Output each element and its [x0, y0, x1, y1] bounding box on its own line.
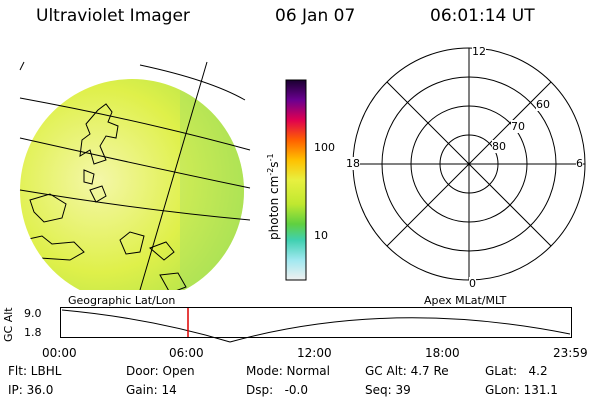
altitude-curve	[61, 309, 571, 343]
timeline-x-tick: 18:00	[425, 346, 460, 360]
uv-image-panel	[19, 61, 251, 290]
timeline-y-tick: 1.8	[24, 326, 42, 339]
polar-label-0: 0	[469, 277, 476, 290]
timeline-y-label: GC Alt	[2, 307, 15, 342]
timeline-y-tick: 9.0	[24, 307, 42, 320]
polar-lat-label: 70	[511, 120, 525, 133]
colorbar-label: photon cm-2s-1	[266, 153, 281, 240]
status-ip: IP: 36.0	[8, 383, 54, 397]
polar-lat-label: 60	[536, 98, 550, 111]
orbit-altitude-plot	[60, 307, 572, 343]
timeline-left-title: Geographic Lat/Lon	[68, 294, 176, 307]
timeline-right-title: Apex MLat/MLT	[424, 294, 507, 307]
colorbar	[285, 79, 307, 281]
colorbar-scale	[285, 79, 307, 281]
status-dsp: Dsp: -0.0	[246, 383, 309, 397]
status-filter: Flt: LBHL	[8, 364, 62, 378]
polar-lat-label: 80	[492, 140, 506, 153]
polar-label-18: 18	[346, 157, 360, 170]
polar-label-12: 12	[472, 45, 486, 58]
colorbar-tick-label: 100	[314, 141, 335, 154]
status-door: Door: Open	[126, 364, 195, 378]
polar-diagonal	[386, 81, 552, 247]
timeline-x-tick: 12:00	[297, 346, 332, 360]
lat-line	[19, 137, 251, 189]
lon-line	[139, 61, 208, 290]
timeline-x-tick: 00:00	[42, 346, 77, 360]
status-gc-alt: GC Alt: 4.7 Re	[365, 364, 449, 378]
polar-plot	[352, 47, 586, 281]
polar-label-6: 6	[576, 157, 583, 170]
colorbar-tick-label: 10	[314, 229, 328, 242]
timeline-x-tick: 06:00	[169, 346, 204, 360]
status-seq: Seq: 39	[365, 383, 411, 397]
status-glon: GLon: 131.1	[485, 383, 558, 397]
status-glat: GLat: 4.2	[485, 364, 548, 378]
header-date: 06 Jan 07	[275, 6, 356, 26]
status-gain: Gain: 14	[126, 383, 177, 397]
status-mode: Mode: Normal	[246, 364, 330, 378]
lat-line	[19, 189, 251, 221]
timeline-x-tick: 23:59	[553, 346, 588, 360]
header-time: 06:01:14 UT	[430, 6, 535, 26]
earth-disk	[20, 79, 244, 290]
lat-line	[19, 97, 251, 151]
app-title: Ultraviolet Imager	[36, 6, 190, 26]
